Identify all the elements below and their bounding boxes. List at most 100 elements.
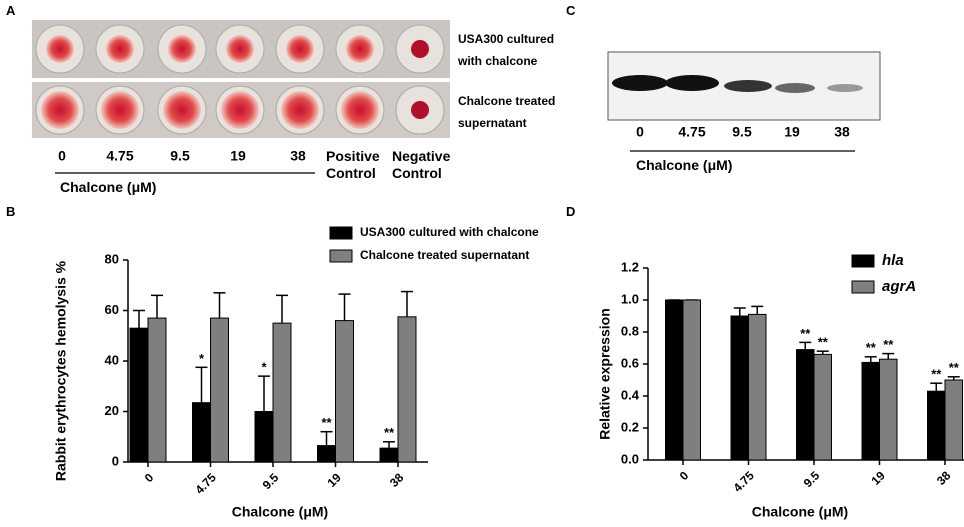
- bar: [665, 299, 684, 461]
- well-content: [411, 101, 429, 119]
- x-tick-label: 4.75: [192, 470, 219, 497]
- well-content: [341, 91, 379, 129]
- control-label: Negative Control: [392, 148, 451, 181]
- well-content: [221, 91, 259, 129]
- well-content: [346, 35, 374, 63]
- x-tick-label: 19: [325, 470, 345, 490]
- significance-label: **: [883, 337, 894, 352]
- bar: [879, 358, 898, 461]
- concentration-label: 4.75: [106, 148, 133, 164]
- blot-bands: [612, 75, 863, 93]
- legend-label: agrA: [882, 278, 916, 295]
- legend-label: hla: [882, 252, 904, 269]
- y-tick-label: 0.0: [621, 451, 639, 466]
- y-tick-label: 40: [105, 352, 119, 367]
- well-content: [46, 35, 74, 63]
- y-tick-label: 0.8: [621, 323, 639, 338]
- bar: [730, 315, 749, 461]
- y-tick-label: 20: [105, 403, 119, 418]
- bar: [861, 361, 880, 461]
- well-content: [281, 91, 319, 129]
- panel-label: C: [566, 3, 576, 18]
- x-tick-label: 0: [142, 470, 157, 485]
- significance-label: *: [261, 360, 267, 375]
- axis-label: Chalcone (μM): [636, 157, 733, 173]
- bar: [210, 317, 229, 463]
- concentration-label: 19: [784, 124, 800, 140]
- y-tick-label: 60: [105, 302, 119, 317]
- legend-swatch: [851, 254, 875, 268]
- panel-label: A: [6, 3, 16, 18]
- well-content: [163, 91, 201, 129]
- y-axis-label: Rabbit erythrocytes hemolysis %: [53, 260, 69, 481]
- y-tick-label: 0.6: [621, 355, 639, 370]
- x-tick-label: 38: [934, 468, 954, 488]
- x-tick-label: 9.5: [801, 468, 823, 490]
- y-tick-label: 0.4: [621, 387, 640, 402]
- bar: [682, 299, 701, 461]
- panel-label: B: [6, 204, 16, 219]
- bar: [748, 313, 767, 461]
- legend-label: USA300 cultured with chalcone: [360, 225, 539, 239]
- y-axis-label: Relative expression: [597, 308, 613, 440]
- x-axis-label: Chalcone (μM): [752, 504, 848, 520]
- bar: [335, 320, 354, 463]
- concentration-label: 0: [636, 124, 644, 140]
- well-content: [101, 91, 139, 129]
- bar: [254, 411, 274, 463]
- x-tick-label: 9.5: [260, 470, 282, 492]
- y-tick-label: 0: [112, 453, 119, 468]
- significance-label: **: [949, 360, 960, 375]
- legend-swatch: [329, 226, 353, 240]
- x-tick-label: 38: [387, 470, 407, 490]
- bar: [927, 390, 946, 461]
- significance-label: **: [818, 335, 829, 350]
- y-tick-label: 0.2: [621, 419, 639, 434]
- y-tick-label: 80: [105, 251, 119, 266]
- bar: [272, 322, 292, 463]
- significance-label: **: [800, 326, 811, 341]
- well-content: [41, 91, 79, 129]
- well-content: [226, 35, 254, 63]
- bar: [129, 327, 149, 463]
- legend-swatch: [851, 280, 875, 294]
- significance-label: *: [199, 351, 205, 366]
- x-tick-label: 0: [677, 468, 692, 483]
- x-tick-label: 4.75: [730, 468, 757, 495]
- significance-label: **: [931, 367, 942, 382]
- well-content: [168, 35, 196, 63]
- y-tick-label: 1.0: [621, 291, 639, 306]
- x-axis-label: Chalcone (μM): [232, 504, 328, 520]
- legend-swatch: [329, 249, 353, 263]
- panel-label: D: [566, 204, 576, 219]
- concentration-label: 9.5: [732, 124, 752, 140]
- well-content: [286, 35, 314, 63]
- wells: [35, 24, 445, 135]
- bar: [192, 402, 211, 463]
- significance-label: **: [321, 415, 332, 430]
- x-tick-label: 19: [869, 468, 889, 488]
- concentration-label: 0: [58, 148, 66, 164]
- bar: [944, 379, 963, 461]
- y-tick-label: 1.2: [621, 259, 639, 274]
- well-content: [411, 40, 429, 58]
- row-label: USA300 cultured with chalcone: [458, 32, 555, 68]
- well-content: [106, 35, 134, 63]
- concentration-label: 4.75: [678, 124, 705, 140]
- bar: [397, 316, 417, 463]
- row-label: Chalcone treated supernatant: [458, 94, 556, 130]
- concentration-label: 9.5: [170, 148, 190, 164]
- bar: [379, 447, 399, 463]
- concentration-label: 38: [290, 148, 306, 164]
- axis-label: Chalcone (μM): [60, 179, 157, 195]
- control-label: Positive Control: [326, 148, 380, 181]
- bar: [147, 317, 167, 463]
- bar: [796, 349, 815, 461]
- concentration-label: 38: [834, 124, 850, 140]
- bar: [317, 445, 336, 463]
- legend-label: Chalcone treated supernatant: [360, 248, 529, 262]
- significance-label: **: [866, 340, 877, 355]
- significance-label: **: [384, 425, 395, 440]
